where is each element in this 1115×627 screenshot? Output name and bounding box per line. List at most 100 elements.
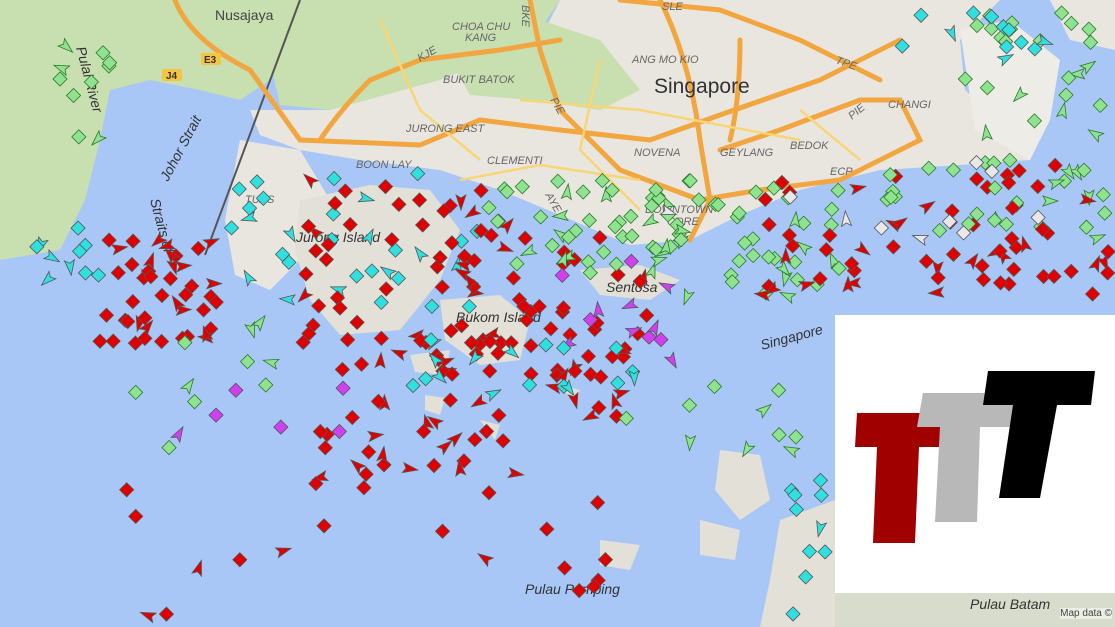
vessel-marker-tug_special[interactable] — [29, 239, 45, 255]
vessel-marker-cargo[interactable] — [519, 243, 538, 260]
vessel-marker-cargo[interactable] — [544, 237, 560, 254]
vessel-marker-tug_special[interactable] — [817, 544, 833, 560]
vessel-marker-tanker[interactable] — [374, 351, 386, 369]
vessel-marker-tanker[interactable] — [308, 243, 324, 259]
vessel-marker-tanker[interactable] — [482, 363, 498, 379]
vessel-marker-tug_special[interactable] — [411, 244, 430, 264]
vessel-marker-tanker[interactable] — [1088, 254, 1104, 273]
vessel-marker-tug_special[interactable] — [424, 298, 440, 315]
vessel-marker-tanker[interactable] — [1100, 265, 1115, 281]
vessel-marker-cargo[interactable] — [745, 247, 761, 264]
vessel-marker-tug_special[interactable] — [1013, 34, 1029, 51]
vessel-marker-pleasure[interactable] — [592, 300, 605, 318]
vessel-marker-tanker[interactable] — [483, 326, 502, 341]
vessel-marker-cargo[interactable] — [52, 71, 68, 87]
vessel-marker-cargo[interactable] — [1061, 70, 1077, 86]
vessel-marker-tanker[interactable] — [930, 270, 946, 286]
vessel-marker-tanker[interactable] — [1001, 175, 1017, 191]
vessel-marker-tanker[interactable] — [495, 433, 511, 449]
vessel-marker-tug_special[interactable] — [1001, 22, 1017, 38]
vessel-marker-cargo[interactable] — [691, 192, 707, 208]
vessel-marker-cargo[interactable] — [128, 384, 144, 400]
vessel-marker-cargo[interactable] — [581, 212, 597, 229]
vessel-marker-tanker[interactable] — [612, 386, 631, 401]
vessel-marker-cargo[interactable] — [101, 55, 118, 71]
vessel-marker-tanker[interactable] — [370, 393, 387, 410]
vessel-marker-tanker[interactable] — [454, 459, 467, 478]
vessel-marker-tanker[interactable] — [753, 289, 772, 302]
vessel-marker-tanker[interactable] — [463, 204, 482, 222]
vessel-marker-cargo[interactable] — [824, 201, 840, 217]
vessel-marker-tanker[interactable] — [496, 240, 515, 256]
vessel-marker-tug_special[interactable] — [610, 375, 626, 391]
vessel-marker-cargo[interactable] — [618, 410, 634, 427]
vessel-marker-pleasure[interactable] — [657, 278, 677, 295]
vessel-marker-cargo[interactable] — [490, 213, 506, 229]
vessel-marker-cargo[interactable] — [788, 429, 804, 445]
vessel-marker-tug_special[interactable] — [983, 9, 1000, 25]
vessel-marker-tanker[interactable] — [639, 307, 655, 323]
map-attribution[interactable]: Map data © — [1060, 608, 1112, 619]
vessel-marker-cargo[interactable] — [921, 160, 937, 176]
vessel-marker-tanker[interactable] — [945, 246, 962, 263]
vessel-marker-cargo[interactable] — [640, 212, 660, 230]
vessel-marker-tug_special[interactable] — [787, 487, 803, 503]
vessel-marker-tug_special[interactable] — [608, 340, 624, 356]
vessel-marker-tug_special[interactable] — [278, 294, 296, 306]
vessel-marker-tug_special[interactable] — [90, 267, 107, 283]
vessel-marker-unknown[interactable] — [968, 154, 985, 171]
vessel-marker-tanker[interactable] — [975, 271, 992, 288]
vessel-marker-cargo[interactable] — [560, 229, 577, 245]
vessel-marker-cargo[interactable] — [1086, 125, 1105, 144]
vessel-marker-tanker[interactable] — [1018, 235, 1033, 254]
vessel-marker-tanker[interactable] — [543, 321, 559, 337]
vessel-marker-cargo[interactable] — [1092, 97, 1108, 113]
vessel-marker-tanker[interactable] — [844, 277, 862, 289]
vessel-marker-cargo[interactable] — [831, 260, 847, 277]
vessel-marker-cargo[interactable] — [560, 182, 573, 201]
vessel-marker-tug_special[interactable] — [559, 379, 578, 398]
vessel-marker-tanker[interactable] — [373, 330, 389, 347]
vessel-marker-tanker[interactable] — [1079, 193, 1097, 206]
vessel-marker-tanker[interactable] — [142, 251, 158, 270]
vessel-marker-cargo[interactable] — [761, 249, 777, 265]
vessel-marker-tanker[interactable] — [320, 236, 336, 253]
vessel-marker-tanker[interactable] — [425, 413, 445, 431]
vessel-marker-tanker[interactable] — [110, 242, 129, 256]
vessel-marker-tanker[interactable] — [317, 440, 333, 456]
vessel-marker-tanker[interactable] — [157, 238, 177, 253]
vessel-marker-cargo[interactable] — [624, 228, 640, 244]
vessel-marker-tanker[interactable] — [361, 444, 377, 460]
vessel-marker-tanker[interactable] — [101, 232, 117, 248]
vessel-marker-tug_special[interactable] — [63, 258, 76, 277]
vessel-marker-cargo[interactable] — [580, 254, 596, 270]
vessel-marker-tanker[interactable] — [781, 227, 798, 243]
vessel-marker-tanker[interactable] — [444, 366, 460, 382]
vessel-marker-tanker[interactable] — [443, 323, 459, 339]
vessel-marker-tanker[interactable] — [473, 182, 489, 199]
vessel-marker-tanker[interactable] — [432, 249, 448, 266]
vessel-marker-tanker[interactable] — [184, 278, 200, 294]
vessel-marker-tanker[interactable] — [446, 429, 465, 448]
vessel-marker-cargo[interactable] — [787, 254, 803, 270]
vessel-marker-tug_special[interactable] — [812, 472, 829, 489]
vessel-marker-cargo[interactable] — [738, 439, 756, 459]
vessel-marker-tanker[interactable] — [416, 423, 432, 440]
vessel-marker-tanker[interactable] — [137, 310, 153, 326]
vessel-marker-tanker[interactable] — [98, 307, 115, 323]
vessel-marker-tanker[interactable] — [774, 174, 790, 191]
vessel-marker-unknown[interactable] — [984, 163, 1000, 180]
vessel-marker-tanker[interactable] — [539, 521, 555, 537]
vessel-marker-tug_special[interactable] — [894, 38, 910, 54]
vessel-marker-cargo[interactable] — [931, 222, 948, 239]
vessel-marker-tanker[interactable] — [348, 456, 367, 475]
vessel-marker-tanker[interactable] — [332, 300, 348, 316]
vessel-marker-unknown[interactable] — [941, 213, 958, 230]
vessel-marker-cargo[interactable] — [977, 155, 993, 171]
vessel-marker-tanker[interactable] — [344, 409, 360, 426]
vessel-marker-cargo[interactable] — [261, 355, 280, 370]
vessel-marker-tanker[interactable] — [761, 216, 777, 233]
vessel-marker-tanker[interactable] — [992, 243, 1008, 259]
vessel-marker-tanker[interactable] — [353, 356, 370, 372]
vessel-marker-cargo[interactable] — [575, 184, 591, 200]
